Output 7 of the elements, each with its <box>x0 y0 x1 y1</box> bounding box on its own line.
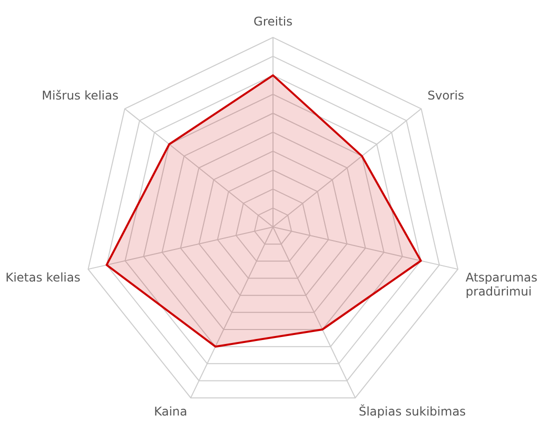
spoke-label: Mišrus kelias <box>42 88 119 103</box>
spoke-label: Greitis <box>254 14 292 28</box>
spoke-label: Svoris <box>427 88 464 103</box>
spoke-label: Šlapias sukibimas <box>358 403 466 418</box>
spoke-label: Kietas kelias <box>5 270 80 284</box>
spoke-label: Kaina <box>154 404 188 418</box>
spoke-label: Atsparumas pradūrimui <box>466 270 538 299</box>
